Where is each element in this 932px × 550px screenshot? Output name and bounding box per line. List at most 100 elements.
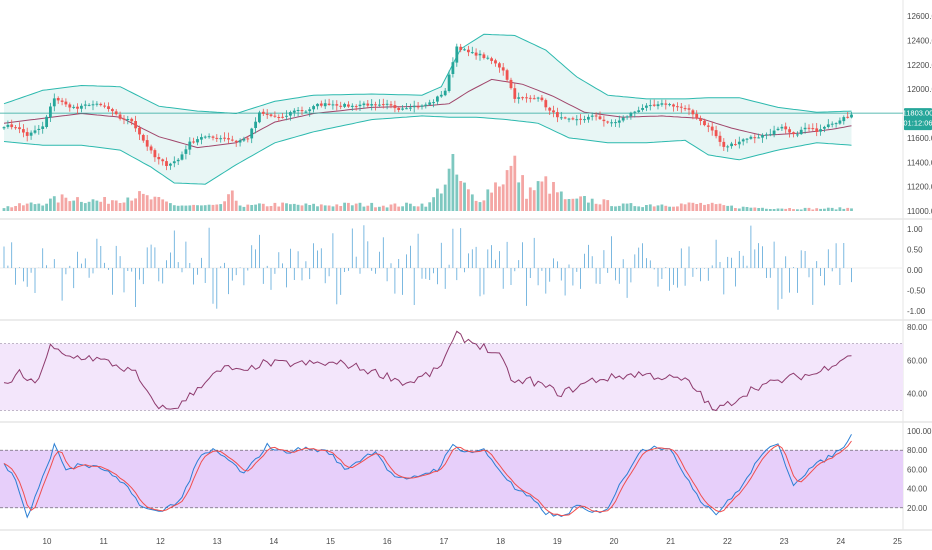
volume-bar xyxy=(319,204,323,211)
volume-bar xyxy=(234,200,238,211)
candle-body xyxy=(679,106,683,108)
price-axis-tick: -1.00 xyxy=(907,307,926,316)
candle-body xyxy=(749,136,753,139)
date-axis-tick: 10 xyxy=(43,537,52,546)
candle-body xyxy=(645,105,648,108)
volume-bar xyxy=(350,205,354,211)
volume-bar xyxy=(122,202,126,211)
candle-body xyxy=(668,104,671,106)
volume-bar xyxy=(416,206,420,211)
candle-body xyxy=(796,134,799,136)
candle-body xyxy=(544,100,548,108)
candle-body xyxy=(192,141,195,143)
volume-bar xyxy=(64,197,68,211)
volume-bar xyxy=(494,182,497,211)
candle-body xyxy=(157,157,161,160)
candle-body xyxy=(443,90,447,96)
candle-body xyxy=(339,105,343,107)
candle-body xyxy=(56,98,60,101)
volume-bar xyxy=(583,196,586,211)
candle-body xyxy=(261,111,265,114)
stochastic-pane[interactable] xyxy=(0,434,903,519)
candle-body xyxy=(540,97,544,101)
volume-bar xyxy=(513,155,517,211)
volume-bar xyxy=(366,205,370,211)
date-axis[interactable]: 10 11 12 13 14 15 16 17 18 19 20 21 22 23 24 25 xyxy=(43,537,903,546)
volume-bar xyxy=(99,201,103,211)
rsi-pane[interactable] xyxy=(0,330,903,412)
volume-bar xyxy=(184,205,188,211)
volume-bar xyxy=(52,196,56,211)
volume-bar xyxy=(138,191,141,211)
candle-body xyxy=(478,53,482,56)
candle-body xyxy=(250,128,254,139)
candle-body xyxy=(447,74,451,91)
last-price-countdown: 01:12:06 xyxy=(903,119,932,128)
volume-bar xyxy=(141,193,145,211)
volume-bar xyxy=(292,203,296,211)
volume-bar xyxy=(269,206,273,211)
pane-dividers xyxy=(0,0,932,531)
volume-bar xyxy=(602,199,606,211)
volume-bar xyxy=(215,204,219,211)
candle-body xyxy=(672,104,675,107)
price-axis-tick: 11200.00 xyxy=(907,183,932,192)
volume-bar xyxy=(567,199,571,211)
volume-bar xyxy=(559,191,563,211)
date-axis-tick: 23 xyxy=(780,537,789,546)
candle-body xyxy=(327,103,331,105)
price-axis-tick: 11000.00 xyxy=(907,207,932,216)
candle-body xyxy=(207,136,211,138)
volume-bar xyxy=(103,197,106,211)
stochastic-d-line xyxy=(3,440,852,517)
candle-body xyxy=(606,121,610,123)
candle-body xyxy=(648,105,652,107)
candle-body xyxy=(45,116,48,127)
volume-bar xyxy=(207,204,211,211)
oscillator-pane[interactable] xyxy=(0,225,903,310)
candle-body xyxy=(780,126,784,129)
candle-body xyxy=(393,105,397,109)
volume-bar xyxy=(443,184,447,211)
price-axis-tick: 12600.00 xyxy=(907,12,932,21)
candle-body xyxy=(304,111,308,113)
volume-bar xyxy=(691,202,695,211)
volume-bar xyxy=(517,182,521,211)
candle-body xyxy=(10,124,14,128)
candle-body xyxy=(138,127,141,135)
candle-body xyxy=(258,112,261,123)
volume-bar xyxy=(536,181,540,211)
volume-bar xyxy=(331,206,335,211)
volume-bar xyxy=(145,195,149,211)
price-axis-tick: 0.00 xyxy=(907,266,923,275)
date-axis-tick: 18 xyxy=(496,537,505,546)
volume-bar xyxy=(335,204,339,211)
candle-body xyxy=(629,112,633,117)
price-axis-tick: 60.00 xyxy=(907,465,928,474)
candle-body xyxy=(64,101,68,105)
price-pane[interactable] xyxy=(0,33,903,211)
candle-body xyxy=(610,122,613,124)
candle-body xyxy=(308,109,312,112)
price-axis[interactable]: 12600.0012400.0012200.0012000.0011800.00… xyxy=(907,12,932,513)
volume-bar xyxy=(803,207,807,211)
candle-body xyxy=(277,117,281,118)
volume-bar xyxy=(838,207,842,211)
volume-bar xyxy=(49,198,52,211)
candle-body xyxy=(687,108,691,110)
volume-bar xyxy=(695,204,699,211)
candle-body xyxy=(614,122,617,124)
candle-body xyxy=(312,106,315,110)
volume-bar xyxy=(788,208,791,211)
volume-bar xyxy=(544,176,548,211)
volume-bar xyxy=(761,207,764,211)
candle-body xyxy=(389,104,393,106)
candle-body xyxy=(625,116,629,118)
volume-bar xyxy=(409,203,412,211)
rsi-band xyxy=(0,343,903,411)
candle-body xyxy=(37,128,41,130)
volume-bar xyxy=(540,181,544,211)
volume-bar xyxy=(436,188,439,211)
volume-bar xyxy=(811,209,815,211)
